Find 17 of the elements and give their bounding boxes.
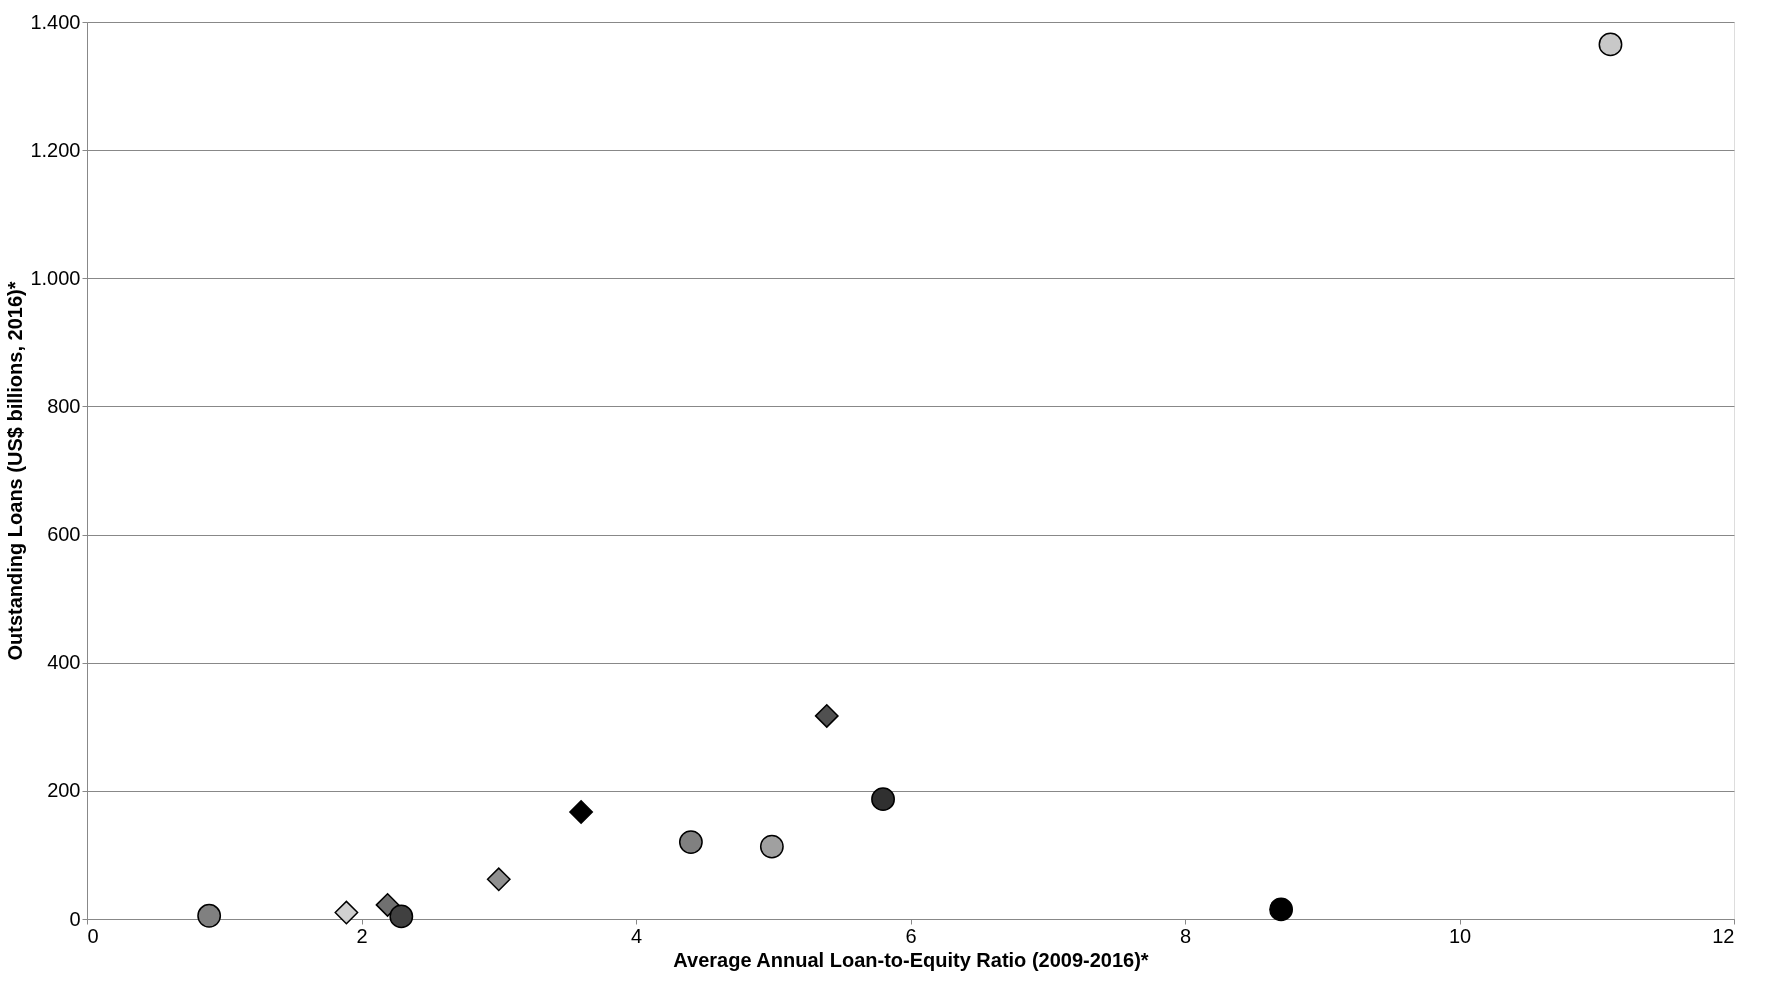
y-tick-label: 1.200	[30, 138, 81, 161]
x-tick-label: 12	[1712, 924, 1735, 947]
x-tick-label: 6	[905, 924, 917, 947]
y-tick-label: 1.400	[30, 10, 81, 33]
y-axis-title: Outstanding Loans (US$ billions, 2016)*	[4, 281, 27, 661]
x-tick-label: 0	[87, 924, 99, 947]
x-tick-label: 4	[630, 924, 643, 947]
x-tick-label: 10	[1448, 924, 1472, 947]
y-tick-label: 600	[47, 523, 81, 546]
y-tick-label: 800	[47, 394, 81, 417]
y-tick-label: 400	[47, 651, 81, 674]
x-tick-label: 2	[356, 924, 368, 947]
y-tick-label: 200	[47, 779, 81, 802]
y-tick-label: 0	[69, 907, 81, 930]
x-tick-label: 8	[1179, 924, 1192, 947]
x-axis-title: Average Annual Loan-to-Equity Ratio (2009-2016)*	[673, 948, 1149, 971]
y-tick-label: 1.000	[30, 266, 81, 289]
